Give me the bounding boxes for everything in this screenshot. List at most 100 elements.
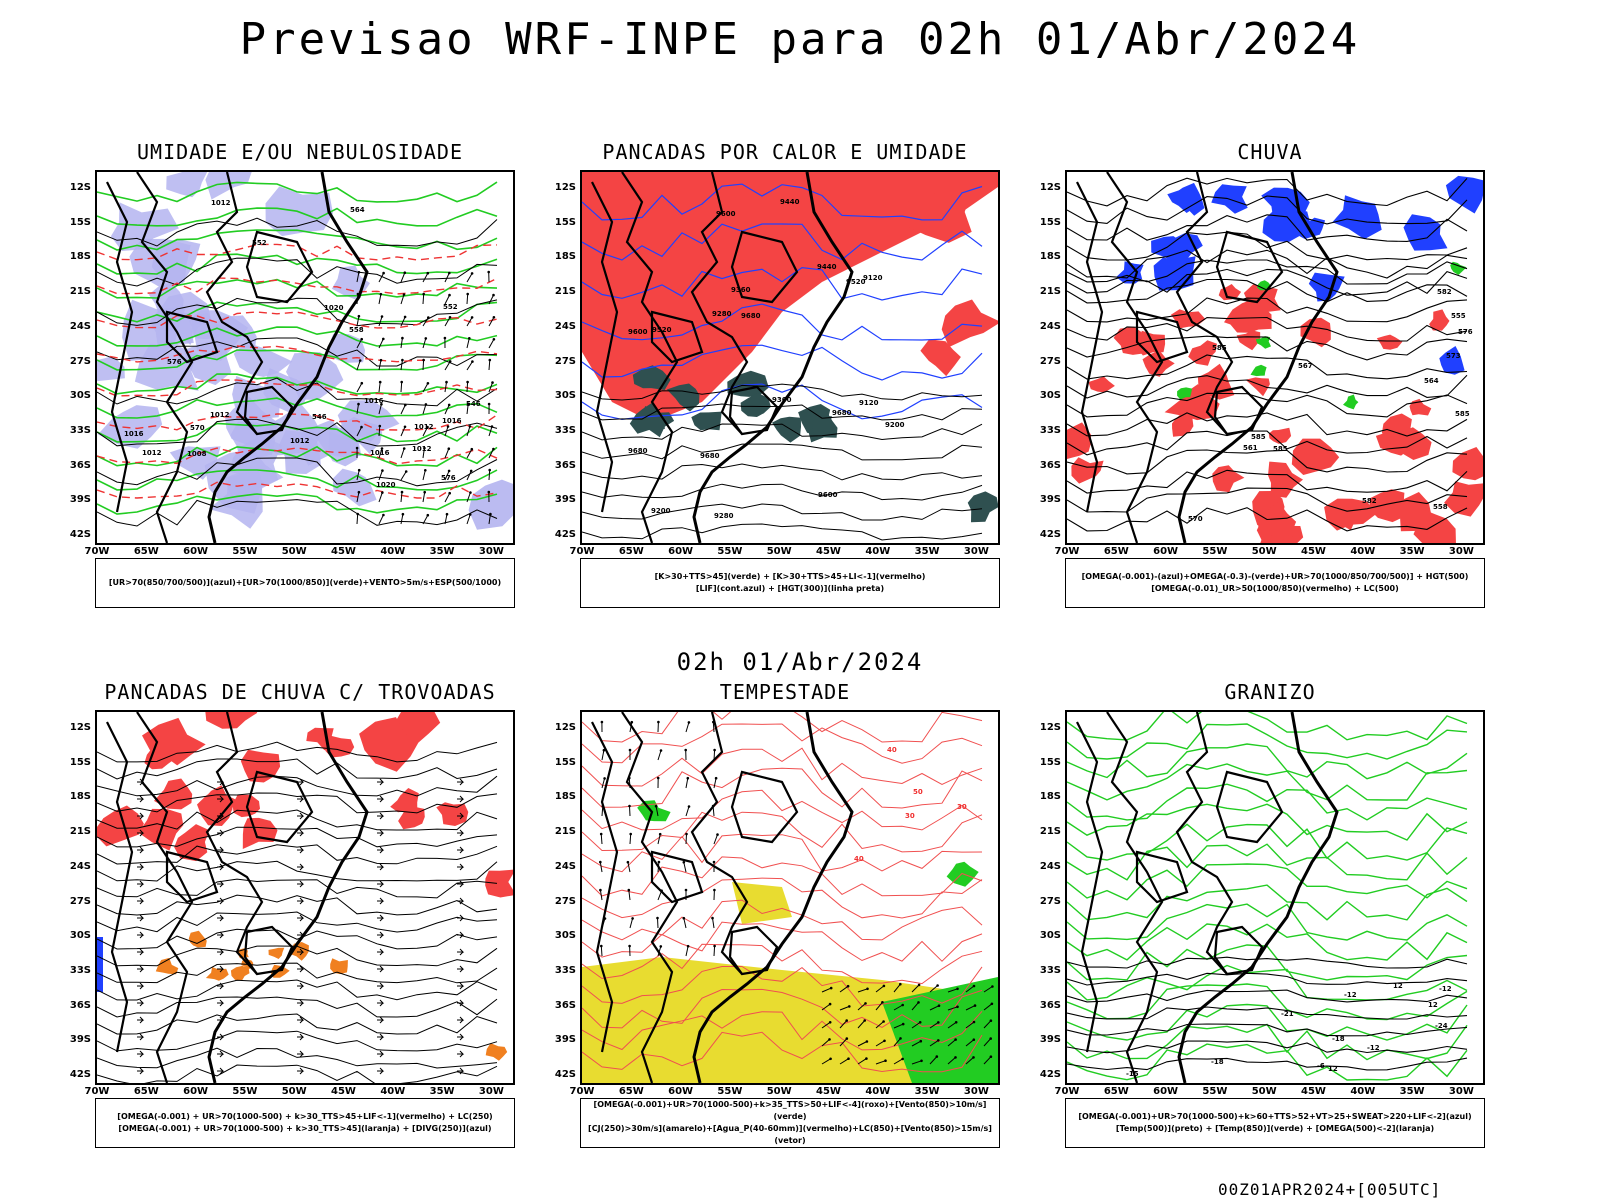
longitude-label: 55W: [1202, 546, 1228, 557]
latitude-label: 15S: [554, 756, 576, 768]
longitude-label: 50W: [766, 1086, 792, 1097]
latitude-label: 27S: [554, 355, 576, 367]
contour-label: 576: [441, 474, 456, 482]
longitude-label: 45W: [1301, 1086, 1326, 1097]
run-timestamp: 00Z01APR2024+[005UTC]: [1218, 1180, 1442, 1199]
longitude-label: 60W: [183, 546, 209, 557]
contour-label: 30: [957, 803, 967, 811]
latitude-label: 12S: [1039, 182, 1061, 193]
contour-label: 585: [1212, 344, 1227, 352]
latitude-label: 18S: [69, 251, 91, 263]
mid-date-label: 02h 01/Abr/2024: [676, 648, 924, 676]
latitude-label: 15S: [1039, 756, 1061, 768]
contour-label: -12: [1344, 991, 1357, 999]
latitude-label: 30S: [69, 930, 91, 942]
longitude-label: 55W: [717, 546, 743, 557]
longitude-label: 60W: [668, 546, 694, 557]
longitude-label: 50W: [281, 1086, 307, 1097]
latitude-label: 18S: [554, 791, 576, 803]
longitude-label: 60W: [183, 1086, 209, 1097]
latitude-label: 39S: [554, 1034, 576, 1046]
contour-label: 12: [1428, 1001, 1438, 1009]
latitude-label: 27S: [69, 895, 91, 907]
contour-label: -12: [1439, 985, 1452, 993]
panel-title: UMIDADE E/OU NEBULOSIDADE: [136, 140, 464, 164]
latitude-label: 30S: [554, 930, 576, 942]
contour-label: 546: [312, 413, 327, 421]
legend-line: [OMEGA(-0.001) + UR>70(1000-500) + k>30_…: [117, 1112, 493, 1121]
contour-label: -6: [1317, 1062, 1325, 1070]
contour-label: -18: [1211, 1058, 1224, 1066]
latitude-label: 15S: [69, 216, 91, 228]
latitude-label: 30S: [1039, 930, 1061, 942]
legend-line: [K>30+TTS>45](verde) + [K>30+TTS>45+LI<-…: [654, 572, 926, 581]
contour-label: 12: [1393, 982, 1403, 990]
longitude-label: 45W: [816, 1086, 841, 1097]
longitude-label: 70W: [84, 546, 110, 557]
longitude-label: 70W: [569, 546, 595, 557]
panel-tempestade: TEMPESTADE 50 40 30 40 30 12S 15S 18S 21S 24S 27S 30…: [540, 680, 1030, 1155]
longitude-label: 35W: [429, 1086, 455, 1097]
contour-label: 570: [1188, 515, 1203, 523]
latitude-label: 42S: [554, 529, 576, 540]
latitude-label: 33S: [1039, 964, 1061, 976]
latitude-label: 42S: [554, 1069, 576, 1080]
latitude-label: 30S: [69, 390, 91, 402]
longitude-label: 40W: [380, 546, 406, 557]
longitude-label: 35W: [1399, 546, 1425, 557]
longitude-label: 40W: [1350, 546, 1376, 557]
contour-label: 1020: [376, 481, 396, 489]
contour-label: -18: [1332, 1035, 1345, 1043]
latitude-label: 15S: [554, 216, 576, 228]
longitude-label: 70W: [1054, 1086, 1080, 1097]
longitude-label: 45W: [1301, 546, 1326, 557]
map-plot: 9680 9680 9680 9600 9680 9600 9600 9520 9520 9440…: [582, 172, 998, 543]
longitude-label: 60W: [668, 1086, 694, 1097]
latitude-label: 33S: [554, 424, 576, 436]
panel-title: PANCADAS POR CALOR E UMIDADE: [602, 140, 968, 164]
latitude-label: 27S: [554, 895, 576, 907]
longitude-label: 45W: [331, 1086, 356, 1097]
longitude-label: 60W: [1153, 1086, 1179, 1097]
contour-label: 1008: [187, 450, 207, 458]
latitude-label: 24S: [554, 860, 576, 872]
contour-label: 50: [913, 788, 923, 796]
latitude-label: 21S: [69, 826, 91, 838]
longitude-label: 35W: [1399, 1086, 1425, 1097]
map-plot: 1012 1012 1012 1020 1016 1008 1016 1012 1016 1012…: [97, 172, 513, 543]
latitude-label: 21S: [554, 286, 576, 298]
latitude-label: 33S: [1039, 424, 1061, 436]
latitude-label: 42S: [1039, 1069, 1061, 1080]
contour-label: 1016: [370, 449, 390, 457]
longitude-label: 35W: [914, 1086, 940, 1097]
latitude-label: 27S: [1039, 355, 1061, 367]
contour-label: 9280: [712, 310, 732, 318]
contour-label: 9120: [859, 399, 879, 407]
panel-title: TEMPESTADE: [719, 680, 851, 704]
latitude-label: 18S: [1039, 791, 1061, 803]
latitude-label: 21S: [69, 286, 91, 298]
contour-label: 582: [1437, 288, 1452, 296]
contour-label: 585: [1273, 445, 1288, 453]
latitude-label: 39S: [1039, 1034, 1061, 1046]
panel-legend: [OMEGA(-0.001)-(azul)+OMEGA(-0.3)-(verde…: [1065, 558, 1485, 608]
latitude-label: 15S: [1039, 216, 1061, 228]
longitude-label: 65W: [618, 546, 644, 557]
longitude-label: 30W: [478, 1086, 504, 1097]
legend-line: [OMEGA(-0.001)+UR>70(1000-500)+k>60+TTS>…: [1078, 1112, 1472, 1121]
panel-legend: [UR>70(850/700/500)](azul)+[UR>70(1000/8…: [95, 558, 515, 608]
page-title: Previsao WRF-INPE para 02h 01/Abr/2024: [239, 14, 1361, 65]
latitude-label: 42S: [69, 529, 91, 540]
latitude-label: 27S: [69, 355, 91, 367]
contour-label: 9680: [832, 409, 852, 417]
legend-line: [OMEGA(-0.01)_UR>50(1000/850)(vermelho) …: [1151, 584, 1399, 593]
contour-label: -15: [1126, 1070, 1139, 1078]
latitude-label: 21S: [1039, 286, 1061, 298]
latitude-label: 36S: [554, 459, 576, 471]
map-plot: 50 40 30 40 30: [582, 712, 998, 1083]
longitude-label: 50W: [1251, 546, 1277, 557]
contour-label: 9600: [818, 491, 838, 499]
latitude-label: 39S: [69, 1034, 91, 1046]
contour-label: -21: [1281, 1010, 1294, 1018]
contour-label: 552: [443, 303, 458, 311]
